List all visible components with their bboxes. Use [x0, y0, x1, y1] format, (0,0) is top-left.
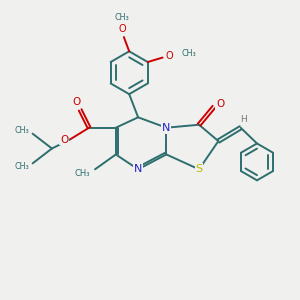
Text: N: N	[134, 164, 142, 174]
Text: CH₃: CH₃	[115, 13, 129, 22]
Text: O: O	[216, 99, 225, 109]
Text: S: S	[196, 164, 202, 174]
Text: CH₃: CH₃	[74, 169, 90, 178]
Text: O: O	[60, 135, 68, 145]
Text: CH₃: CH₃	[15, 162, 30, 171]
Text: N: N	[162, 123, 170, 133]
Text: O: O	[73, 98, 81, 107]
Text: CH₃: CH₃	[181, 50, 196, 58]
Text: O: O	[165, 51, 173, 61]
Text: CH₃: CH₃	[15, 126, 30, 135]
Text: H: H	[240, 115, 246, 124]
Text: O: O	[118, 24, 126, 34]
